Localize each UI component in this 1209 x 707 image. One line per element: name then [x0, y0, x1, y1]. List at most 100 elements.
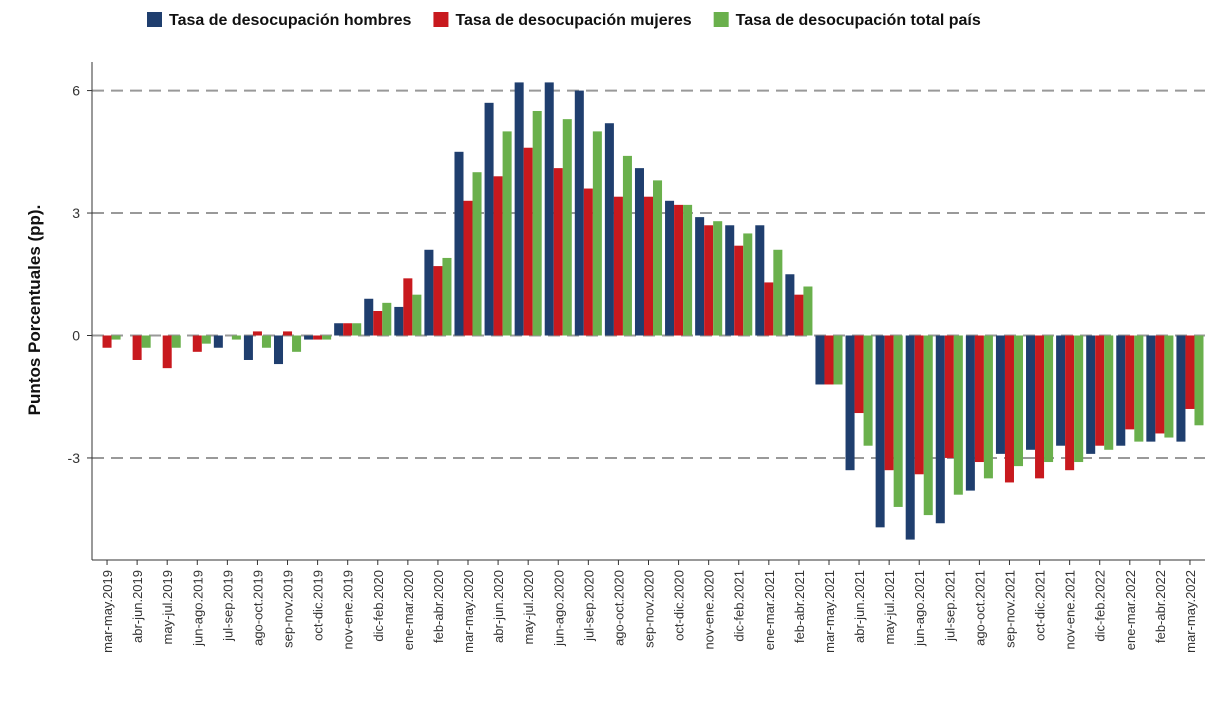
x-tick-label: jun-ago.2019	[190, 570, 205, 647]
x-tick-label: dic-feb.2020	[371, 570, 386, 642]
bar	[1194, 335, 1204, 426]
bar	[553, 168, 563, 336]
bar	[364, 298, 374, 336]
bar	[785, 274, 795, 336]
bar	[592, 131, 602, 336]
bar	[634, 168, 644, 336]
x-tick-label: abr-jun.2021	[852, 570, 867, 643]
bar	[532, 110, 542, 336]
y-tick-label: 3	[72, 205, 80, 221]
bar	[141, 335, 151, 348]
bar	[1134, 335, 1144, 442]
bar	[1074, 335, 1084, 463]
bar	[974, 335, 984, 463]
bar	[394, 306, 404, 336]
bar	[252, 331, 262, 336]
bar	[1155, 335, 1165, 434]
bar	[343, 323, 353, 336]
bar	[231, 335, 241, 340]
bar	[935, 335, 945, 524]
bar	[1164, 335, 1174, 438]
x-tick-label: ene-mar.2021	[762, 570, 777, 650]
bar	[1056, 335, 1066, 446]
bar	[304, 335, 314, 340]
bar	[171, 335, 181, 348]
bar	[704, 225, 714, 336]
bar	[502, 131, 512, 336]
bar	[322, 335, 332, 340]
bar	[493, 176, 503, 336]
bar	[1035, 335, 1045, 479]
bar	[1095, 335, 1105, 446]
bar	[1185, 335, 1195, 409]
bar	[1026, 335, 1036, 450]
bar	[1176, 335, 1186, 442]
bar	[1013, 335, 1024, 467]
x-tick-label: nov-ene.2019	[341, 570, 356, 650]
bar	[884, 335, 894, 471]
x-tick-label: mar-may.2022	[1183, 570, 1198, 653]
bar	[622, 155, 632, 336]
bar	[484, 102, 494, 336]
bar	[743, 233, 753, 336]
y-tick-label: 0	[72, 327, 80, 343]
bar	[243, 335, 253, 360]
y-tick-label: -3	[68, 450, 81, 466]
bar	[472, 172, 482, 336]
bar	[424, 249, 434, 336]
bar	[824, 335, 834, 385]
bar	[773, 249, 783, 336]
x-tick-label: mar-may.2020	[461, 570, 476, 653]
x-tick-label: mar-may.2019	[100, 570, 115, 653]
x-tick-label: nov-ene.2021	[1063, 570, 1078, 650]
x-tick-label: jul-sep.2020	[581, 570, 596, 642]
bar	[905, 335, 915, 540]
bar	[803, 286, 813, 336]
bar	[334, 323, 344, 336]
bar	[725, 225, 735, 336]
bar	[953, 335, 963, 495]
bar	[102, 335, 112, 348]
bar	[683, 204, 693, 336]
bar	[845, 335, 855, 471]
bar	[1125, 335, 1135, 430]
bar	[514, 82, 524, 336]
legend-label: Tasa de desocupación mujeres	[455, 12, 691, 29]
bar	[713, 221, 723, 336]
bar	[313, 335, 323, 340]
bar	[1116, 335, 1126, 446]
bar	[695, 217, 705, 336]
bar	[1146, 335, 1156, 442]
bar	[373, 311, 383, 336]
legend-label: Tasa de desocupación total país	[736, 12, 981, 29]
bar	[463, 200, 473, 336]
x-tick-label: ene-mar.2022	[1123, 570, 1138, 650]
bar	[674, 204, 684, 336]
bar	[965, 335, 975, 491]
bar	[261, 335, 271, 348]
bar	[604, 123, 614, 336]
bar	[923, 335, 933, 516]
x-tick-label: ago-oct.2020	[611, 570, 626, 646]
x-tick-label: feb-abr.2021	[792, 570, 807, 643]
bar	[983, 335, 993, 479]
bar	[1044, 335, 1054, 463]
bar	[1086, 335, 1096, 454]
bar	[583, 188, 593, 336]
bar	[875, 335, 885, 528]
x-tick-label: jul-sep.2019	[220, 570, 235, 642]
x-tick-label: abr-jun.2020	[491, 570, 506, 643]
bar	[815, 335, 825, 385]
bar	[213, 335, 223, 348]
bar	[1065, 335, 1075, 471]
bar	[833, 335, 843, 385]
bar	[944, 335, 954, 458]
bar	[433, 266, 443, 336]
x-tick-label: may-jul.2021	[882, 570, 897, 644]
bar	[382, 302, 392, 336]
bar	[523, 147, 533, 336]
x-tick-label: sep-nov.2021	[1002, 570, 1017, 648]
bar	[562, 119, 572, 336]
bar	[412, 294, 422, 336]
x-tick-label: oct-dic.2021	[1033, 570, 1048, 641]
